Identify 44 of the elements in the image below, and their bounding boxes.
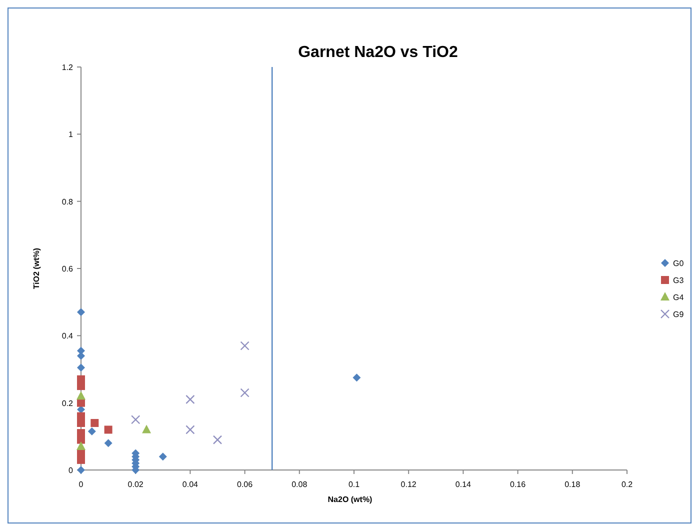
- point: [76, 391, 86, 400]
- point: [142, 424, 152, 434]
- legend-label: G3: [673, 276, 684, 285]
- y-tick-label: 1.2: [62, 63, 74, 72]
- point: [240, 341, 250, 350]
- x-tick-label: 0: [78, 480, 84, 489]
- y-tick-label: 0: [68, 466, 74, 475]
- x-tick-label: 0.02: [128, 480, 144, 489]
- point: [131, 415, 140, 424]
- y-tick-label: 0.4: [62, 332, 74, 341]
- x-tick-label: 0.12: [400, 480, 417, 489]
- point: [88, 427, 96, 436]
- y-tick-label: 0.8: [62, 197, 74, 206]
- x-axis-title: Na2O (wt%): [328, 495, 373, 504]
- point: [240, 388, 250, 398]
- chart-title: Garnet Na2O vs TiO2: [298, 44, 458, 61]
- x-tick-label: 0.14: [455, 480, 472, 489]
- legend-label: G4: [673, 293, 684, 302]
- point: [76, 441, 86, 450]
- x-tick-label: 0.2: [621, 480, 634, 489]
- point: [77, 364, 85, 372]
- x-tick-label: 0.04: [182, 480, 199, 489]
- point: [158, 452, 167, 461]
- point: [77, 382, 85, 390]
- legend-label: G9: [673, 310, 684, 319]
- point: [104, 439, 112, 448]
- point: [90, 418, 99, 427]
- point: [77, 308, 85, 316]
- point: [104, 426, 112, 434]
- point: [77, 398, 85, 407]
- point: [186, 425, 195, 434]
- legend-label: G0: [673, 259, 684, 268]
- x-tick-label: 0.06: [237, 480, 254, 489]
- x-tick-label: 0.16: [510, 480, 526, 489]
- y-tick-label: 1: [68, 130, 74, 140]
- x-tick-label: 0.18: [564, 480, 581, 489]
- x-tick-label: 0.08: [292, 480, 308, 489]
- y-tick-label: 0.2: [62, 398, 74, 408]
- x-tick-label: 0.1: [348, 480, 360, 489]
- point: [352, 374, 361, 382]
- y-tick-label: 0.6: [62, 264, 74, 274]
- point: [212, 435, 222, 444]
- y-axis-title: TiO2 (wt%): [32, 248, 41, 290]
- point: [186, 394, 195, 404]
